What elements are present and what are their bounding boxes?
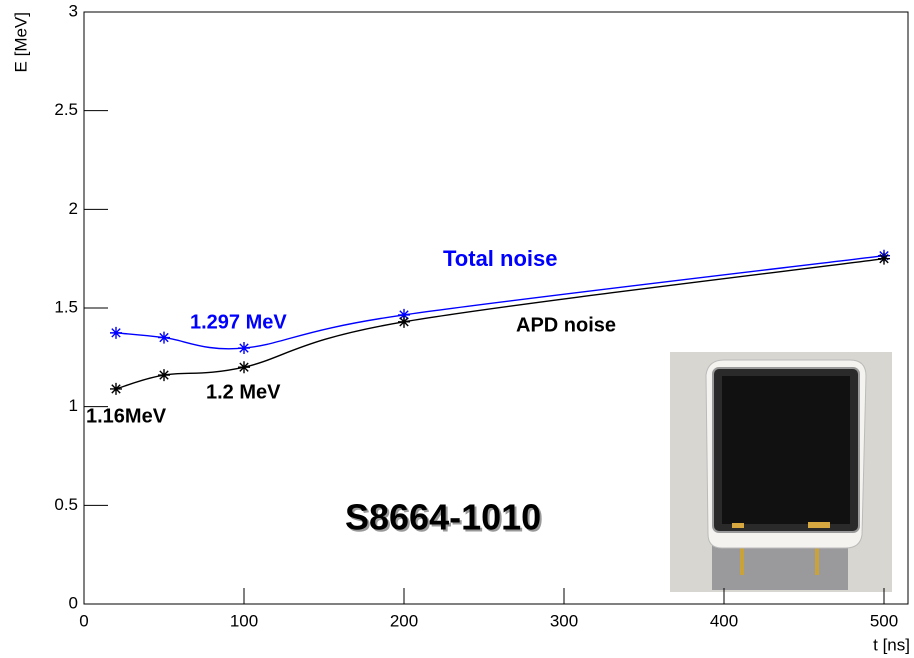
photo-sensor bbox=[722, 376, 850, 524]
photo-pin bbox=[815, 530, 819, 575]
x-tick-label: 100 bbox=[230, 611, 258, 630]
y-tick-label: 1 bbox=[69, 396, 78, 415]
x-tick-label: 500 bbox=[870, 611, 898, 630]
annotation: S8664-1010 bbox=[345, 497, 541, 538]
annotation-shadow: S8664-1010 bbox=[347, 499, 543, 540]
annotation: 1.16MeV bbox=[86, 405, 167, 427]
y-tick-label: 0.5 bbox=[54, 495, 78, 514]
y-tick-label: 1.5 bbox=[54, 297, 78, 316]
photo-pin bbox=[740, 530, 744, 575]
y-tick-label: 0 bbox=[69, 593, 78, 612]
x-tick-label: 400 bbox=[710, 611, 738, 630]
data-point bbox=[158, 369, 170, 382]
detector-photo bbox=[670, 352, 892, 592]
data-point bbox=[238, 342, 250, 355]
data-point bbox=[398, 315, 410, 328]
data-point bbox=[878, 252, 890, 265]
y-tick-label: 3 bbox=[69, 1, 78, 20]
data-point bbox=[110, 326, 122, 339]
annotation: 1.297 MeV bbox=[190, 311, 287, 333]
data-point bbox=[110, 382, 122, 395]
x-tick-label: 200 bbox=[390, 611, 418, 630]
data-point bbox=[238, 361, 250, 374]
x-axis-label: t [ns] bbox=[873, 635, 910, 654]
y-tick-label: 2 bbox=[69, 199, 78, 218]
x-tick-label: 300 bbox=[550, 611, 578, 630]
y-axis-label: E [MeV] bbox=[11, 12, 30, 72]
legend-label: APD noise bbox=[516, 314, 616, 336]
annotation: 1.2 MeV bbox=[206, 381, 281, 403]
legend-label: Total noise bbox=[443, 246, 558, 271]
y-tick-label: 2.5 bbox=[54, 100, 78, 119]
photo-pad bbox=[808, 522, 830, 528]
data-point bbox=[398, 308, 410, 321]
x-tick-label: 0 bbox=[79, 611, 88, 630]
photo-pad bbox=[732, 523, 744, 528]
data-point bbox=[158, 331, 170, 344]
